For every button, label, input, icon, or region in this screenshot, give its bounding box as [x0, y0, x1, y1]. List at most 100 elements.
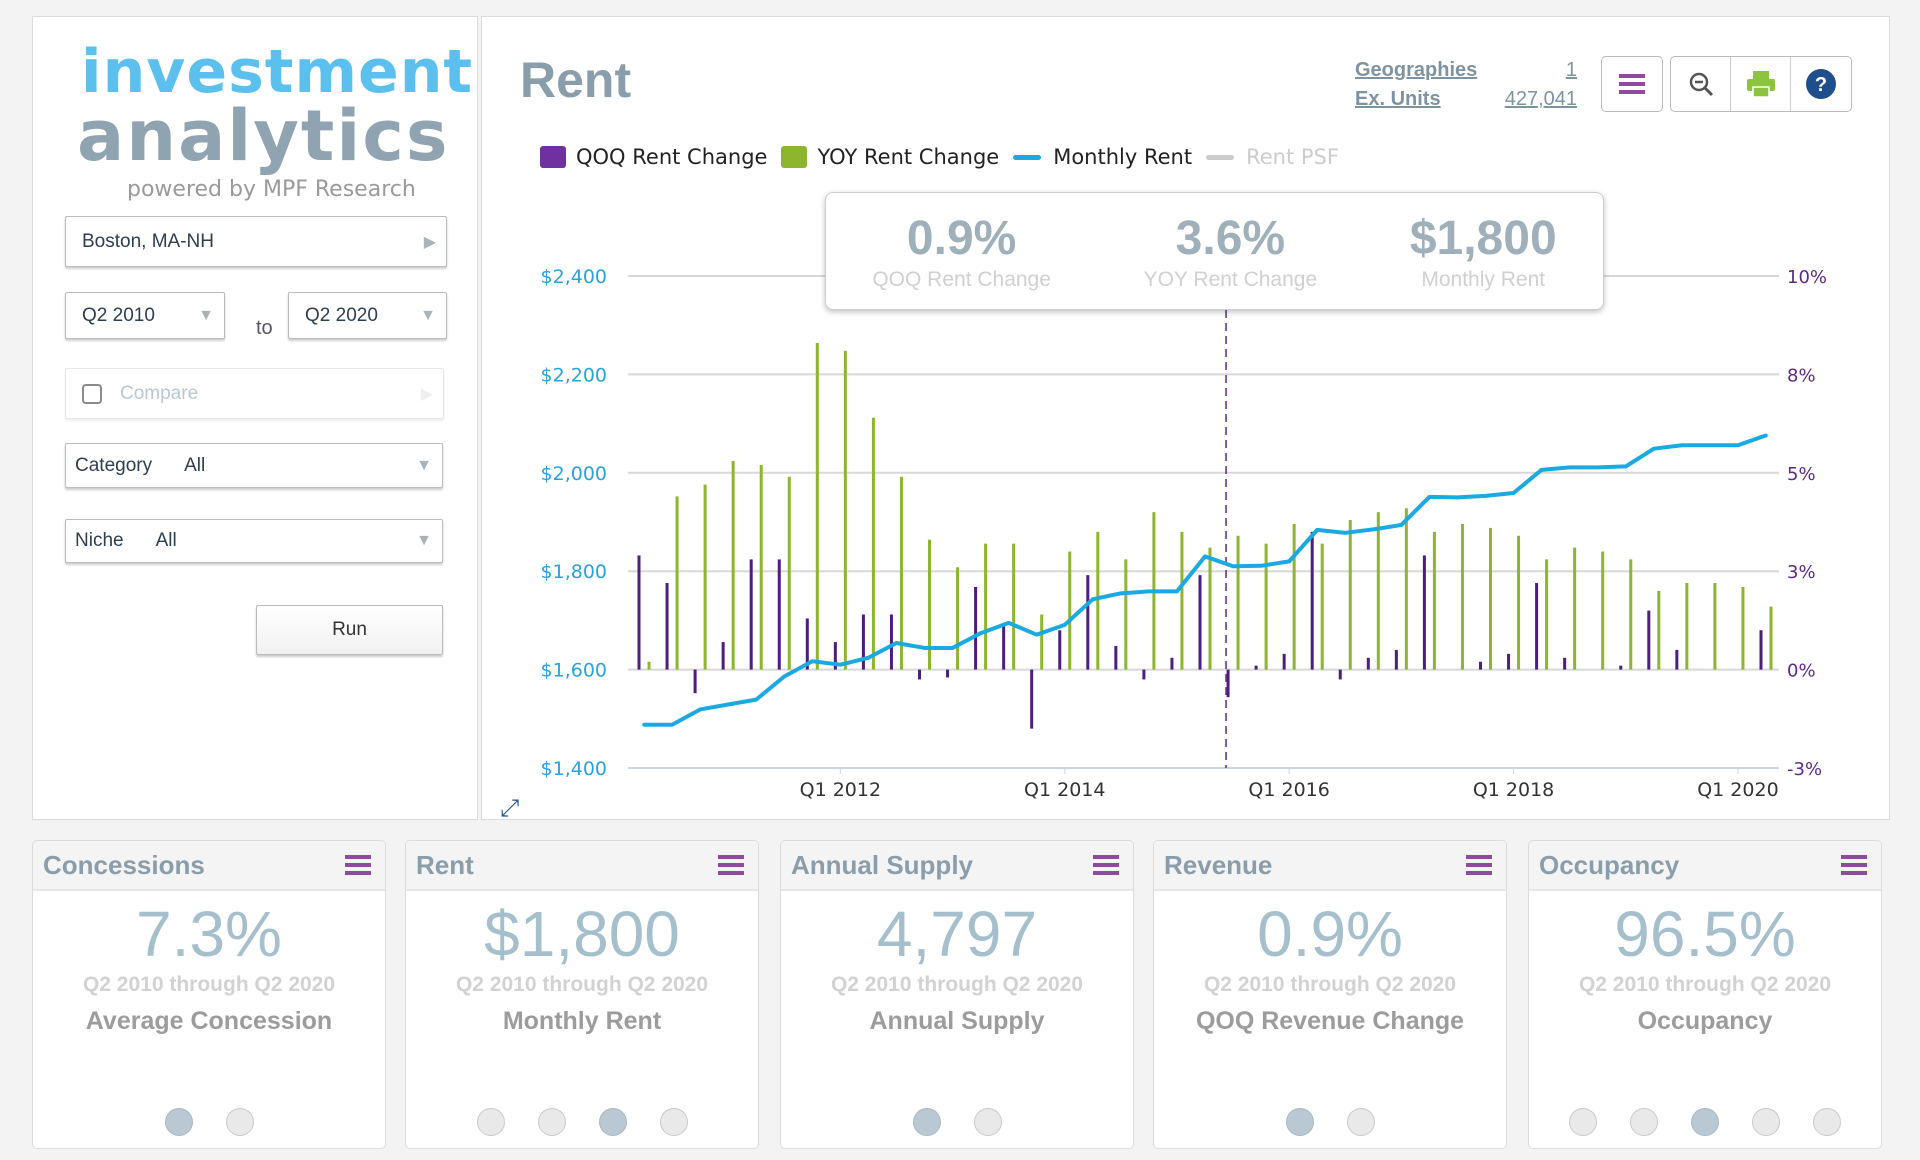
yoy-bar	[899, 476, 903, 670]
monthly-rent-point	[1231, 564, 1235, 569]
compare-checkbox[interactable]	[82, 383, 102, 404]
expand-icon[interactable]: ⤢	[500, 795, 520, 822]
legend-rent-psf[interactable]: Rent PSF	[1206, 145, 1339, 169]
yoy-bar	[1404, 508, 1408, 670]
yoy-bar	[871, 417, 875, 670]
menu-icon[interactable]	[345, 855, 371, 875]
carousel-dot[interactable]	[1569, 1108, 1597, 1136]
qoq-bar	[946, 669, 950, 678]
carousel-dot[interactable]	[1752, 1108, 1780, 1136]
yoy-bar	[928, 539, 931, 670]
yoy-bar	[1489, 527, 1492, 670]
print-button[interactable]	[1731, 57, 1791, 111]
x-tick-label: Q1 2012	[800, 779, 881, 801]
carousel-dot[interactable]	[537, 1108, 566, 1136]
page-title: Rent	[520, 52, 632, 108]
monthly-rent-point	[782, 674, 787, 679]
yoy-bar	[1264, 543, 1268, 670]
carousel-dot[interactable]	[1346, 1108, 1375, 1136]
monthly-rent-point	[1343, 531, 1348, 535]
qoq-bar	[1422, 555, 1426, 670]
carousel-dot[interactable]	[659, 1108, 688, 1136]
zoom-out-icon	[1689, 72, 1713, 97]
legend-yoy[interactable]: YOY Rent Change	[781, 145, 999, 169]
menu-icon[interactable]	[718, 855, 744, 875]
x-tick-label: Q1 2020	[1697, 779, 1778, 801]
category-select[interactable]: Category All ▼	[65, 443, 443, 488]
menu-icon[interactable]	[1841, 855, 1867, 875]
carousel-dot[interactable]	[1285, 1108, 1314, 1136]
yoy-bar	[1657, 590, 1661, 670]
monthly-rent-point	[922, 646, 927, 650]
legend-qoq[interactable]: QOQ Rent Change	[540, 145, 767, 169]
qoq-bar	[833, 642, 837, 670]
to-period-select[interactable]: Q2 2020 ▼	[288, 292, 447, 339]
card-title: Annual Supply	[791, 849, 973, 880]
chart-tooltip: 0.9% QOQ Rent Change 3.6% YOY Rent Change …	[825, 192, 1604, 310]
run-button[interactable]: Run	[256, 605, 443, 655]
monthly-rent-point	[1511, 491, 1516, 495]
yoy-bar	[675, 496, 679, 670]
logo-tagline: powered by MPF Research	[127, 177, 416, 202]
y-right-tick-label: -3%	[1787, 759, 1822, 780]
geographies-link[interactable]: Geographies	[1355, 59, 1478, 81]
monthly-rent-point	[1203, 554, 1207, 559]
yoy-bar	[647, 661, 651, 670]
geographies-count[interactable]: 1	[1565, 59, 1577, 81]
qoq-bar	[1058, 630, 1062, 670]
card-header: Concessions	[33, 841, 385, 891]
legend-label: Rent PSF	[1246, 145, 1339, 169]
logo-investment: investment	[81, 37, 474, 107]
monthly-rent-point	[1736, 443, 1740, 448]
y-right-tick-label: 3%	[1787, 562, 1816, 583]
yoy-bar	[703, 484, 707, 670]
chevron-down-icon: ▼	[198, 306, 214, 324]
category-value: All	[184, 454, 206, 476]
legend-swatch-qoq	[540, 146, 566, 168]
monthly-rent-point	[1287, 559, 1291, 564]
from-period-select[interactable]: Q2 2010 ▼	[65, 292, 225, 339]
menu-icon[interactable]	[1466, 855, 1492, 875]
carousel-dot[interactable]	[1691, 1108, 1719, 1136]
monthly-rent-point	[1539, 468, 1544, 472]
yoy-bar	[1208, 547, 1212, 670]
carousel-dot[interactable]	[973, 1108, 1002, 1136]
y-left-tick-label: $1,800	[541, 561, 607, 583]
card-value: 0.9%	[1257, 898, 1403, 970]
yoy-bar	[1180, 531, 1184, 670]
legend-monthly-rent[interactable]: Monthly Rent	[1013, 145, 1192, 169]
y-left-tick-label: $1,600	[541, 660, 607, 682]
card-title: Revenue	[1164, 849, 1273, 880]
carousel-dot[interactable]	[164, 1108, 193, 1136]
yoy-bar	[1573, 547, 1577, 670]
monthly-rent-point	[978, 631, 983, 635]
carousel-dot[interactable]	[1630, 1108, 1658, 1136]
monthly-rent-point	[1006, 621, 1011, 625]
geography-value: Boston, MA-NH	[82, 230, 214, 252]
carousel-dot[interactable]	[476, 1108, 505, 1136]
tooltip-value: 0.9%	[906, 211, 1017, 265]
carousel-dot[interactable]	[598, 1108, 627, 1136]
niche-select[interactable]: Niche All ▼	[65, 519, 443, 563]
menu-button[interactable]	[1601, 56, 1663, 112]
help-button[interactable]: ?	[1791, 57, 1851, 111]
geography-selector[interactable]: Boston, MA-NH ▶	[65, 216, 447, 267]
yoy-bar	[1741, 586, 1745, 670]
menu-icon[interactable]	[1093, 855, 1119, 875]
legend-label: QOQ Rent Change	[576, 145, 768, 169]
monthly-rent-point	[1708, 443, 1712, 448]
qoq-bar	[805, 618, 809, 670]
yoy-bar	[1040, 614, 1044, 670]
zoom-out-button[interactable]	[1671, 57, 1731, 111]
carousel-dot[interactable]	[1813, 1108, 1841, 1136]
card-period: Q2 2010 through Q2 2020	[455, 973, 709, 996]
card-carousel-dots	[1154, 1108, 1506, 1136]
carousel-dot[interactable]	[912, 1108, 941, 1136]
yoy-bar	[956, 567, 960, 670]
units-link[interactable]: Ex. Units	[1355, 88, 1441, 110]
carousel-dot[interactable]	[225, 1108, 254, 1136]
yoy-bar	[1292, 523, 1296, 670]
yoy-bar	[1320, 543, 1324, 670]
yoy-bar	[1236, 535, 1240, 670]
units-count[interactable]: 427,041	[1504, 88, 1577, 110]
